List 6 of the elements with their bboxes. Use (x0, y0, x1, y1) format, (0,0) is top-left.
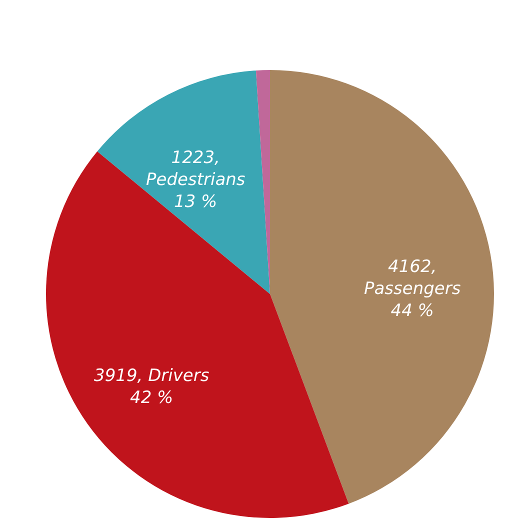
data-label: 4162, Passengers 44 % (364, 257, 461, 322)
data-label: 1223, Pedestrians 13 % (146, 148, 246, 212)
pie-slice (97, 70, 270, 294)
data-label: 3919, Drivers 42 % (94, 366, 210, 408)
pie-slice (46, 151, 349, 518)
pie-slice (270, 70, 494, 504)
